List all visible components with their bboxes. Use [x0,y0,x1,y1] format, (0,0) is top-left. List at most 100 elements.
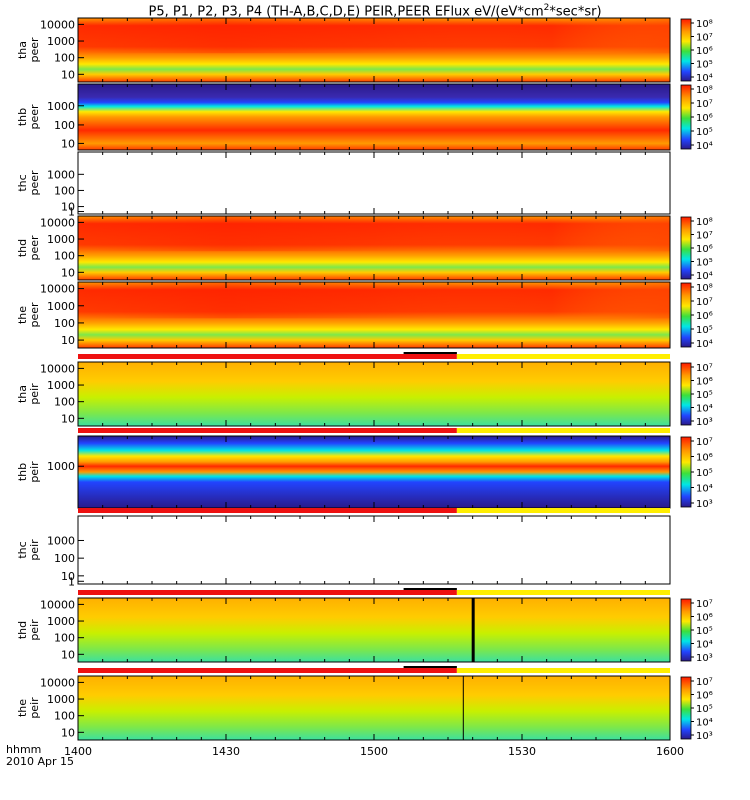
colorbar-tick-label: 10³ [696,499,713,510]
colorbar-tick-label: 10⁷ [696,99,713,110]
y-tick-label: 1000 [47,379,75,392]
title-prefix: P5, P1, P2, P3, P4 (TH-A,B,C,D,E) PEIR,P… [148,4,544,20]
y-tick-label: 10 [61,570,75,583]
panel-label: thapeir [16,383,41,405]
colorbar-tick-label: 10⁴ [696,718,713,729]
colorbar-tick-label: 10⁶ [696,691,713,702]
colorbar [680,362,692,426]
y-tick-label: 100 [54,119,75,132]
panel-label-spacecraft: the [16,699,29,717]
panel-the-peir: 10000 1000 100 10 thepeir 10⁷ 10⁶ 10⁵ 10⁴ 10³ [16,666,713,742]
spectrogram-thd-peir [78,598,670,662]
panel-label-instrument: peer [28,104,41,130]
colorbar-tick-label: 10⁵ [696,626,713,637]
y-tick-label: 1000 [47,35,75,48]
time-axis-unit: hhmm [6,743,42,756]
colorbar-tick-label: 10⁷ [696,297,713,308]
panel-label-spacecraft: the [16,306,29,324]
colorbar-tick-label: 10⁷ [696,231,713,242]
panel-label-instrument: peer [28,37,41,63]
y-tick-label: 1 [68,575,75,588]
panel-label-spacecraft: thc [16,541,29,558]
colorbar-tick-label: 10⁵ [696,127,713,138]
colorbar-tick-label: 10⁶ [696,113,713,124]
time-tick-label: 1500 [360,745,388,758]
panel-thd-peer: 10000 1000 100 10 thdpeer 10⁸ 10⁷ 10⁶ 10⁵ 10⁴ [16,215,713,282]
panel-label: thcpeir [16,539,41,561]
colorbar-tick-label: 10⁸ [696,217,713,228]
y-tick-label: 100 [54,710,75,723]
panel-the-peer: 10000 1000 100 10 thepeer 10⁸ 10⁷ 10⁶ 10⁵ 10⁴ [16,281,713,350]
time-tick-label: 1530 [508,745,536,758]
data-gap-line [462,676,464,740]
status-bar-red [78,354,457,359]
status-bar-red [78,508,457,513]
panel-label: thepeer [16,302,41,328]
panel-label-instrument: peir [28,619,41,641]
colorbar [680,436,692,508]
status-bar-mark [403,352,457,354]
time-axis-label: hhmm 2010 Apr 15 [6,744,74,768]
status-bar-yellow [456,668,670,673]
colorbar-tick-label: 10⁵ [696,325,713,336]
panel-label-spacecraft: thd [16,621,29,639]
colorbar-tick-label: 10⁶ [696,377,713,388]
colorbar [680,282,692,348]
y-tick-label: 10000 [40,216,75,229]
status-bar-red [78,590,457,595]
spectrogram-thb-peer [78,84,670,150]
title-superscript: 2 [543,3,550,13]
colorbar-tick-label: 10⁸ [696,283,713,294]
colorbar-tick-label: 10⁴ [696,73,713,84]
panel-label: thdpeir [16,619,41,641]
panel-frame [77,515,671,585]
colorbar-tick-label: 10⁴ [696,484,713,495]
time-tick-label: 1430 [212,745,240,758]
y-tick-label: 100 [54,632,75,645]
y-tick-label: 1000 [47,693,75,706]
status-bar-yellow [456,428,670,433]
colorbar-tick-label: 10⁴ [696,404,713,415]
y-tick-label: 100 [54,317,75,330]
y-tick-label: 1000 [47,300,75,313]
panel-tha-peer: 10000 1000 100 10 thapeer 10⁸ 10⁷ 10⁶ 10⁵ 10⁴ [16,17,713,84]
y-tick-label: 10 [61,726,75,739]
time-axis-date: 2010 Apr 15 [6,755,75,768]
colorbar-tick-label: 10⁵ [696,704,713,715]
panel-label: thbpeir [16,461,41,483]
spectrogram-thb-peir [78,436,670,508]
panel-label: thdpeer [16,235,41,261]
colorbar-tick-label: 10⁴ [696,271,713,282]
colorbar-tick-label: 10⁶ [696,46,713,57]
y-tick-label: 10000 [40,283,75,296]
y-tick-label: 1000 [47,460,75,473]
panel-label-spacecraft: thc [16,174,29,191]
panel-label-instrument: peer [28,170,41,196]
spectrogram-tha-peir [78,362,670,426]
colorbar-tick-label: 10⁸ [696,19,713,30]
colorbar-tick-label: 10⁶ [696,311,713,322]
time-tick-label: 1400 [64,745,92,758]
colorbar-tick-label: 10⁷ [696,677,713,688]
panel-tha-peir: 10000 1000 100 10 thapeir 10⁷ 10⁶ 10⁵ 10⁴ 10³ [16,352,713,428]
y-tick-label: 10000 [40,362,75,375]
colorbar [680,84,692,150]
panel-label-spacecraft: tha [16,41,29,59]
panel-label: thcpeer [16,170,41,196]
panel-label-spacecraft: tha [16,385,29,403]
y-tick-label: 10 [61,137,75,150]
panel-label-instrument: peer [28,235,41,261]
status-bar-red [78,428,457,433]
colorbar-tick-label: 10⁸ [696,85,713,96]
y-tick-label: 1000 [47,233,75,246]
panel-label: thepeir [16,697,41,719]
panels-layer: 10000100010010thapeer10⁸10⁷10⁶10⁵10⁴1000… [16,17,713,758]
colorbar-tick-label: 10⁵ [696,60,713,71]
panel-label: thbpeer [16,104,41,130]
colorbar-tick-label: 10⁷ [696,437,713,448]
colorbar-tick-label: 10⁶ [696,613,713,624]
panel-label-instrument: peir [28,461,41,483]
y-tick-label: 10 [61,648,75,661]
colorbar-tick-label: 10⁴ [696,141,713,152]
